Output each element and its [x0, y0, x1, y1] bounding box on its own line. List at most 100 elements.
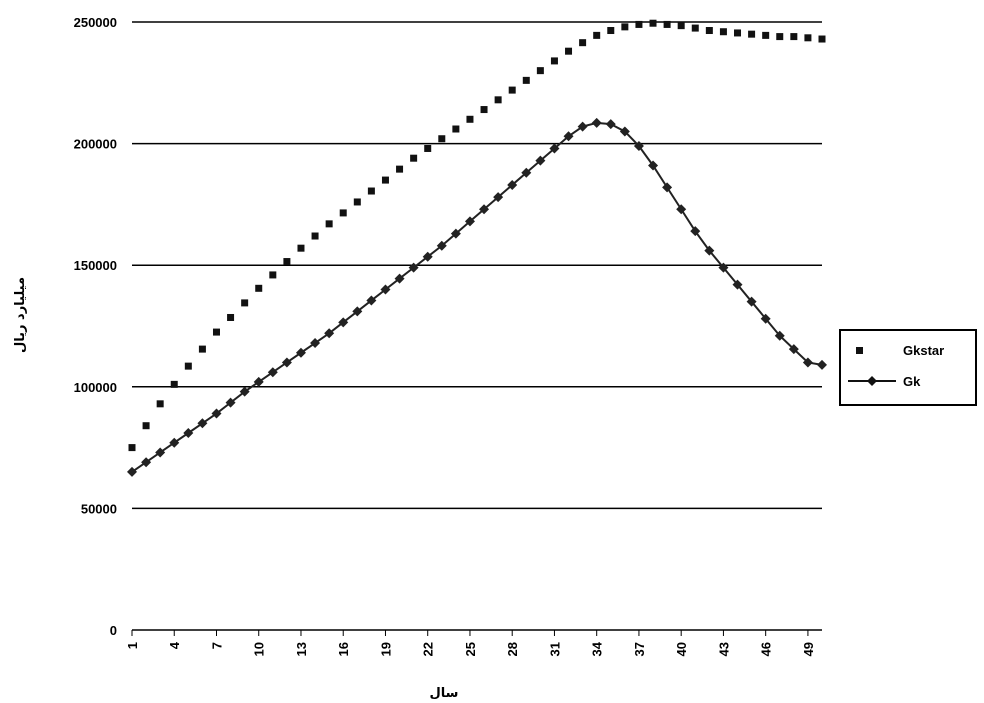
data-point-gkstar — [818, 35, 826, 43]
x-tick-label: 4 — [167, 641, 182, 649]
data-point-gk — [295, 347, 306, 358]
data-point-gkstar — [649, 19, 657, 27]
data-point-gkstar — [508, 86, 516, 94]
data-point-gk — [563, 131, 574, 142]
data-point-gkstar — [367, 187, 375, 195]
data-point-gkstar — [396, 165, 404, 173]
data-point-gkstar — [804, 34, 812, 42]
data-point-gkstar — [184, 362, 192, 370]
data-point-gkstar — [536, 67, 544, 75]
data-point-gk — [619, 126, 630, 137]
data-point-gk — [493, 192, 504, 203]
data-point-gkstar — [227, 313, 235, 321]
data-point-gkstar — [466, 115, 474, 123]
data-point-gk — [183, 428, 194, 439]
data-point-gkstar — [635, 20, 643, 28]
data-point-gkstar — [452, 125, 460, 133]
data-point-gk — [127, 466, 137, 477]
data-point-gk — [577, 121, 588, 132]
data-point-gk — [676, 204, 687, 215]
data-point-gk — [479, 204, 490, 215]
data-point-gkstar — [311, 232, 319, 240]
data-point-gk — [605, 119, 616, 130]
data-point-gkstar — [156, 400, 164, 408]
data-point-gkstar — [677, 22, 685, 30]
data-point-gk — [774, 330, 785, 341]
data-point-gkstar — [494, 96, 502, 104]
data-point-gk — [648, 160, 659, 171]
data-point-gk — [464, 216, 475, 227]
data-point-gkstar — [719, 28, 727, 36]
data-point-gk — [450, 228, 461, 239]
data-point-gkstar — [339, 209, 347, 217]
x-tick-label: 31 — [547, 642, 562, 656]
data-point-gkstar — [748, 30, 756, 38]
data-point-gkstar — [734, 29, 742, 37]
data-point-gkstar — [438, 135, 446, 143]
data-point-gk — [141, 457, 152, 468]
data-point-gk — [366, 295, 377, 306]
data-point-gkstar — [325, 220, 333, 228]
data-point-gk — [338, 317, 349, 328]
data-point-gkstar — [410, 154, 418, 162]
x-tick-label: 7 — [209, 642, 224, 649]
data-point-gk — [817, 359, 827, 370]
data-point-gk — [521, 167, 532, 178]
data-point-gk — [662, 182, 673, 193]
grid-lines — [131, 21, 822, 636]
data-point-gkstar — [593, 31, 601, 39]
data-point-gkstar — [297, 244, 305, 252]
data-point-gkstar — [776, 33, 784, 41]
data-point-gk — [422, 251, 433, 262]
series-layer — [127, 19, 827, 477]
x-tick-label: 13 — [294, 642, 309, 656]
y-tick-label: 250000 — [74, 15, 117, 30]
data-point-gk — [633, 141, 644, 152]
data-point-gk — [436, 240, 447, 251]
y-axis-title: میلیارد ریال — [13, 277, 28, 353]
y-tick-label: 100000 — [74, 380, 117, 395]
data-point-gk — [732, 279, 743, 290]
data-point-gkstar — [691, 24, 699, 32]
series-line-gk — [131, 121, 823, 473]
data-point-gk — [169, 437, 180, 448]
data-point-gkstar — [522, 76, 530, 84]
data-point-gk — [704, 245, 715, 256]
data-point-gkstar — [128, 444, 136, 452]
x-tick-label: 16 — [336, 642, 351, 656]
x-tick-label: 49 — [801, 642, 816, 656]
x-tick-label: 1 — [125, 642, 140, 649]
data-point-gk — [690, 226, 701, 237]
legend-box — [839, 329, 977, 406]
data-point-gkstar — [565, 47, 573, 55]
y-tick-labels: 0 50000 100000 150000 200000 250000 — [74, 15, 117, 638]
y-tick-label: 200000 — [74, 137, 117, 152]
x-tick-label: 28 — [505, 642, 520, 656]
x-tick-label: 19 — [378, 642, 393, 656]
x-tick-label: 10 — [252, 642, 267, 656]
data-point-gkstar — [607, 27, 615, 35]
data-point-gk — [718, 262, 729, 273]
data-point-gk — [352, 306, 363, 317]
x-tick-label: 34 — [590, 641, 605, 656]
data-point-gk — [535, 155, 546, 166]
data-point-gk — [310, 338, 321, 349]
legend-label-gk: Gk — [903, 374, 921, 389]
data-point-gkstar — [762, 31, 770, 39]
data-point-gk — [225, 397, 236, 408]
x-tick-label: 46 — [759, 642, 774, 656]
legend: Gkstar Gk — [839, 329, 977, 406]
x-tick-label: 25 — [463, 642, 478, 656]
data-point-gk — [802, 357, 813, 368]
legend-marker-gkstar — [856, 347, 863, 354]
data-point-gk — [380, 284, 391, 295]
data-point-gkstar — [142, 422, 150, 430]
y-tick-label: 0 — [110, 623, 117, 638]
x-axis-title: سال — [430, 686, 459, 701]
data-point-gkstar — [550, 57, 558, 65]
data-point-gk — [155, 447, 166, 458]
data-point-gkstar — [705, 27, 713, 35]
data-point-gk — [253, 376, 264, 387]
x-tick-label: 43 — [716, 642, 731, 656]
